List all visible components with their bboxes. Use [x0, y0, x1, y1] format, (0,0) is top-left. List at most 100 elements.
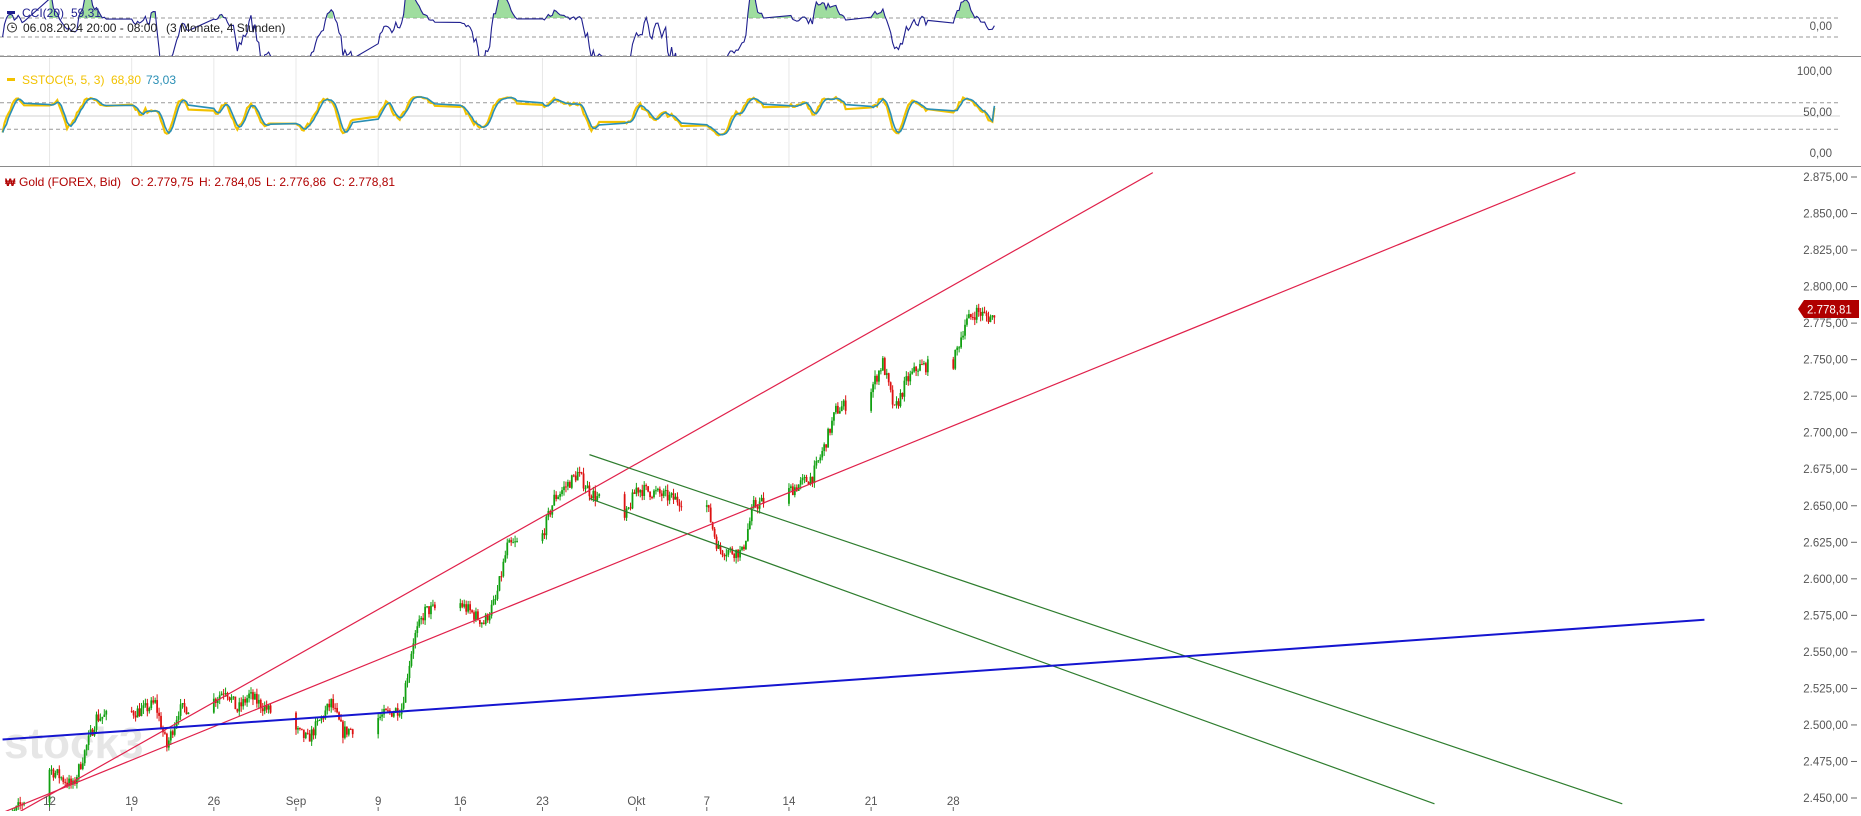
candle-body	[788, 488, 790, 504]
candle-body	[490, 604, 493, 616]
candle-body	[416, 626, 419, 633]
candle-body	[836, 405, 839, 414]
candle-body	[58, 769, 61, 779]
candle-body	[993, 315, 996, 318]
candle-body	[977, 307, 980, 312]
candle-body	[250, 692, 252, 694]
candle-body	[958, 347, 961, 349]
candle-body	[130, 710, 133, 712]
candle-body	[924, 363, 927, 373]
candle-body	[17, 802, 20, 807]
candle-body	[316, 720, 319, 722]
candle-body	[594, 490, 597, 501]
candle-body	[913, 366, 916, 372]
candle-body	[164, 732, 166, 734]
candle-body	[817, 460, 820, 462]
red-trendline[interactable]	[3, 172, 1576, 811]
candle-body	[678, 502, 681, 507]
candle-body	[265, 705, 268, 710]
candle-body	[52, 769, 55, 778]
candle-body	[651, 497, 653, 499]
candle-body	[185, 707, 188, 715]
candle-body	[952, 359, 955, 369]
candle-body	[76, 777, 78, 784]
candle-body	[672, 493, 675, 500]
candle-body	[680, 506, 683, 508]
candle-body	[506, 542, 509, 556]
cci-oversold-fill	[261, 56, 263, 66]
y-tick-label: 2.700,00	[1803, 428, 1848, 440]
cci-line	[2, 0, 995, 56]
candle-body	[739, 549, 741, 558]
green-trendline[interactable]	[589, 454, 1623, 805]
candle-body	[498, 576, 501, 591]
y-tick-label: 2.675,00	[1803, 464, 1848, 476]
candle-body	[169, 731, 172, 741]
candle-body	[870, 392, 873, 411]
candle-body	[743, 546, 745, 550]
candle-body	[514, 541, 516, 543]
x-tick-label: 12	[43, 796, 56, 808]
cci-date-range: 06.08.2024 20:00 - 08:00	[23, 21, 157, 35]
candle-body	[746, 529, 749, 541]
candle-body	[639, 490, 642, 493]
price-panel[interactable]: stock3 2.875,002.850,002.825,002.800,002…	[2, 172, 1859, 811]
candle-body	[879, 370, 882, 372]
candle-body	[893, 404, 896, 406]
trendlines[interactable]	[2, 172, 1705, 811]
candle-body	[586, 485, 589, 489]
candle-body	[516, 541, 518, 543]
candle-body	[668, 494, 671, 501]
candle-body	[844, 400, 847, 411]
candle-body	[324, 710, 327, 719]
candle-body	[835, 405, 837, 413]
candle-body	[103, 714, 106, 717]
candle-body	[332, 699, 335, 708]
candle-body	[559, 493, 561, 497]
candle-body	[752, 500, 755, 509]
candle-body	[142, 705, 145, 709]
candle-body	[412, 643, 415, 654]
candle-body	[336, 707, 338, 713]
candle-body	[158, 712, 160, 716]
candle-body	[803, 477, 806, 479]
red-trendline[interactable]	[3, 172, 1154, 811]
cci-oversold-fill	[296, 56, 310, 85]
candle-body	[328, 703, 331, 708]
stoch-panel[interactable]: SSTOC(5, 5, 3) 68,80 73,03 100,00 50,00 …	[0, 58, 1840, 166]
candle-body	[973, 317, 976, 320]
candle-body	[887, 373, 890, 383]
stoch-axis-label-100: 100,00	[1797, 66, 1832, 78]
cci-panel[interactable]: CCI(20) 59,31 06.08.2024 20:00 - 08:00 (…	[0, 0, 1840, 85]
x-tick-label: 26	[207, 796, 220, 808]
candle-body	[404, 683, 407, 703]
candle-body	[655, 490, 657, 492]
candle-body	[633, 492, 636, 494]
y-tick-label: 2.650,00	[1803, 501, 1848, 513]
blue-trendline[interactable]	[2, 618, 1705, 741]
candle-body	[97, 714, 100, 721]
candle-body	[377, 718, 380, 735]
last-price-label: 2.778,81	[1807, 305, 1852, 317]
candle-body	[422, 617, 425, 621]
candle-body	[83, 750, 86, 764]
candle-body	[645, 485, 648, 487]
candle-body	[320, 716, 323, 721]
candle-body	[911, 371, 914, 374]
y-tick-label: 2.800,00	[1803, 282, 1848, 294]
candle-body	[463, 604, 466, 607]
candle-body	[156, 700, 159, 713]
candle-body	[756, 506, 759, 509]
candle-body	[406, 678, 409, 684]
candle-body	[392, 712, 395, 717]
candle-body	[471, 610, 473, 613]
cci-overbought-fill	[151, 11, 156, 18]
ohlc-high: H: 2.784,05	[199, 175, 261, 189]
price-x-axis: 12 19 26 Sep 9 16 23 Okt 7 14 21 28	[43, 796, 960, 811]
candle-body	[81, 763, 84, 769]
candle-body	[717, 545, 720, 549]
green-trendline[interactable]	[589, 497, 1435, 805]
candle-body	[64, 781, 67, 783]
